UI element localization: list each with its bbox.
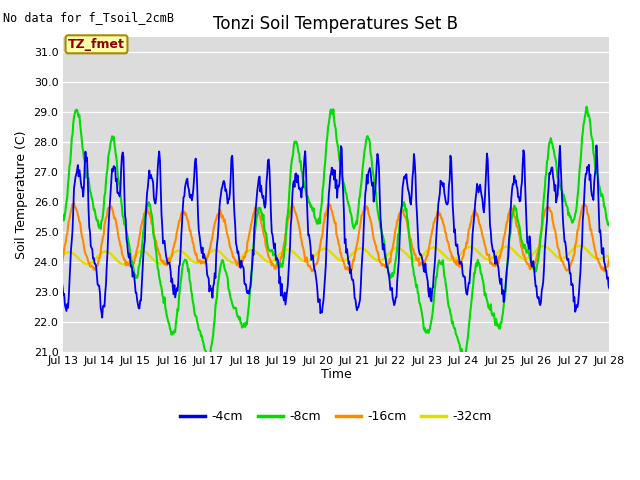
-8cm xyxy=(91,206,99,212)
-16cm xyxy=(92,267,99,273)
-16cm xyxy=(380,262,387,268)
-4cm xyxy=(605,286,613,291)
-4cm xyxy=(593,143,600,148)
-32cm xyxy=(92,256,99,262)
-8cm xyxy=(378,232,386,238)
-32cm xyxy=(412,257,419,263)
-16cm xyxy=(250,211,257,216)
-4cm xyxy=(22,280,30,286)
Legend: -4cm, -8cm, -16cm, -32cm: -4cm, -8cm, -16cm, -32cm xyxy=(175,405,497,428)
-32cm xyxy=(198,257,206,263)
-4cm xyxy=(250,252,257,258)
X-axis label: Time: Time xyxy=(321,369,351,382)
-32cm xyxy=(250,247,257,253)
-8cm xyxy=(461,356,468,361)
-8cm xyxy=(249,258,257,264)
-4cm xyxy=(91,261,99,266)
-4cm xyxy=(379,247,387,252)
-16cm xyxy=(412,256,420,262)
-16cm xyxy=(605,255,613,261)
-16cm xyxy=(22,256,30,262)
-4cm xyxy=(228,155,236,161)
-16cm xyxy=(70,200,78,205)
-8cm xyxy=(411,274,419,280)
Line: -4cm: -4cm xyxy=(26,145,609,318)
Line: -16cm: -16cm xyxy=(26,203,609,272)
-4cm xyxy=(198,245,206,251)
-32cm xyxy=(47,262,55,268)
Text: TZ_fmet: TZ_fmet xyxy=(68,38,125,51)
Text: No data for f_Tsoil_2cmB: No data for f_Tsoil_2cmB xyxy=(3,11,174,24)
-32cm xyxy=(605,253,613,259)
-4cm xyxy=(412,173,419,179)
-16cm xyxy=(228,248,236,254)
-8cm xyxy=(227,296,234,301)
-16cm xyxy=(308,269,316,275)
-4cm xyxy=(99,315,106,321)
-8cm xyxy=(605,220,613,226)
-32cm xyxy=(576,243,584,249)
-8cm xyxy=(22,264,30,270)
Line: -32cm: -32cm xyxy=(26,246,609,265)
-8cm xyxy=(583,104,591,109)
-32cm xyxy=(379,256,387,262)
-16cm xyxy=(198,260,206,265)
Line: -8cm: -8cm xyxy=(26,107,609,359)
-32cm xyxy=(22,246,30,252)
Title: Tonzi Soil Temperatures Set B: Tonzi Soil Temperatures Set B xyxy=(214,15,458,33)
-8cm xyxy=(198,333,205,338)
-32cm xyxy=(228,259,236,265)
Y-axis label: Soil Temperature (C): Soil Temperature (C) xyxy=(15,130,28,259)
